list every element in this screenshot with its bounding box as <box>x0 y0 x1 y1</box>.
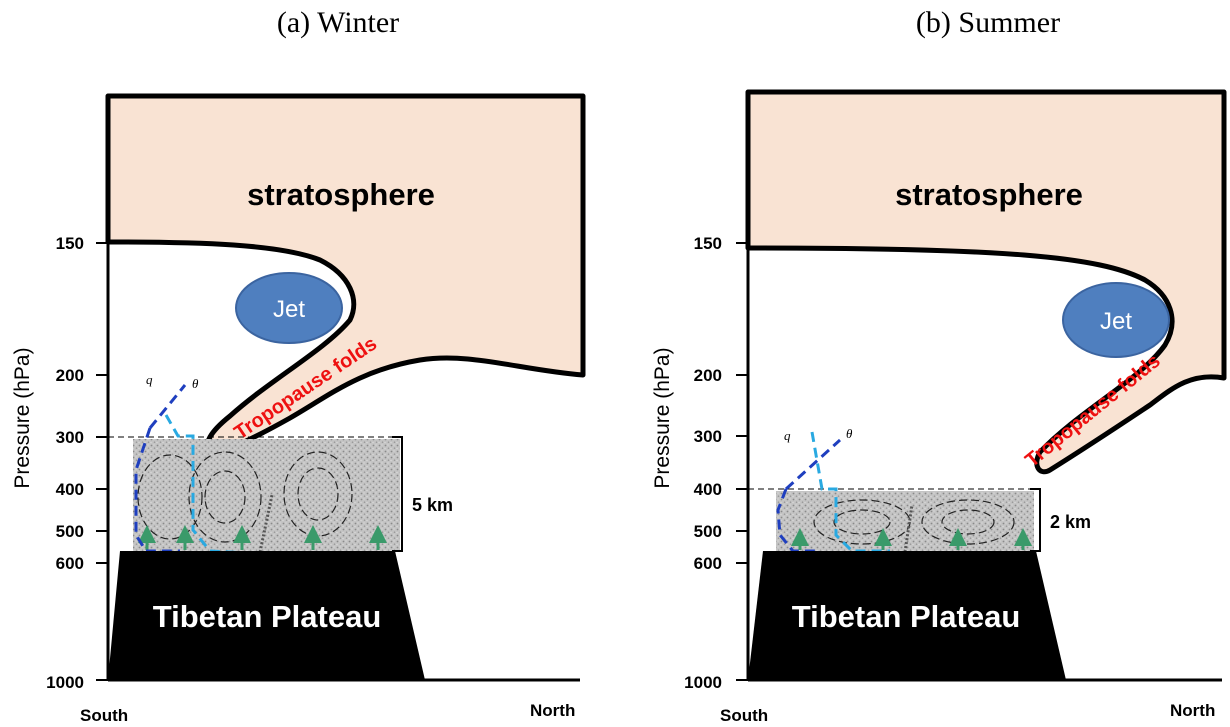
pbl-depth-label: 5 km <box>412 495 453 515</box>
q-symbol: q <box>146 372 153 387</box>
plateau-label: Tibetan Plateau <box>153 599 382 634</box>
jet-label: Jet <box>273 296 305 323</box>
y-tick-label: 300 <box>694 427 722 446</box>
plateau-label: Tibetan Plateau <box>792 599 1021 634</box>
y-tick-label: 500 <box>56 522 84 541</box>
y-axis-title: Pressure (hPa) <box>11 347 34 488</box>
panel-summer: (b) Summer 2 km q θ Tibetan Plateau J <box>651 6 1227 725</box>
updraft-arrows <box>791 528 1032 550</box>
circulation-cells <box>813 499 1015 545</box>
boundary-layer <box>133 439 400 551</box>
panel-title: (a) Winter <box>277 6 399 39</box>
convective-column <box>258 494 274 553</box>
y-ticks <box>96 242 108 681</box>
q-profile-upper <box>784 438 842 491</box>
x-right-label: North <box>1170 701 1215 720</box>
y-tick-label: 300 <box>56 428 84 447</box>
tibetan-plateau <box>748 551 1066 680</box>
y-tick-label: 1000 <box>46 673 84 692</box>
circulation-cells <box>137 451 353 543</box>
q-profile-upper <box>148 384 187 429</box>
x-left-label: South <box>720 706 768 725</box>
updraft-arrows <box>138 525 387 550</box>
q-symbol: q <box>784 428 791 443</box>
y-tick-label: 150 <box>694 234 722 253</box>
y-tick-label: 200 <box>56 366 84 385</box>
tibetan-plateau <box>108 551 425 680</box>
panel-title: (b) Summer <box>916 6 1060 39</box>
stratosphere-label: stratosphere <box>895 177 1083 212</box>
tropopause-folds-label: Tropopause folds <box>230 333 380 444</box>
y-tick-label: 1000 <box>684 673 722 692</box>
x-right-label: North <box>530 701 575 720</box>
y-ticks <box>736 242 748 681</box>
y-tick-label: 200 <box>694 366 722 385</box>
y-tick-label: 400 <box>56 480 84 499</box>
stratosphere-region <box>105 93 586 457</box>
jet-core <box>235 272 343 344</box>
y-tick-label: 600 <box>56 554 84 573</box>
panel-winter: (a) Winter 5 km q <box>11 6 586 725</box>
y-tick-label: 500 <box>694 522 722 541</box>
theta-symbol: θ <box>192 376 199 391</box>
stratosphere-label: stratosphere <box>247 177 435 212</box>
theta-symbol: θ <box>846 426 853 441</box>
x-left-label: South <box>80 706 128 725</box>
pbl-depth-label: 2 km <box>1050 512 1091 532</box>
stratosphere-region <box>745 89 1227 475</box>
y-tick-label: 600 <box>694 554 722 573</box>
y-tick-label: 150 <box>56 234 84 253</box>
jet-core <box>1062 282 1170 358</box>
y-axis-title: Pressure (hPa) <box>651 347 674 488</box>
pbl-bracket <box>392 436 403 552</box>
y-tick-label: 400 <box>694 480 722 499</box>
jet-label: Jet <box>1100 308 1132 335</box>
